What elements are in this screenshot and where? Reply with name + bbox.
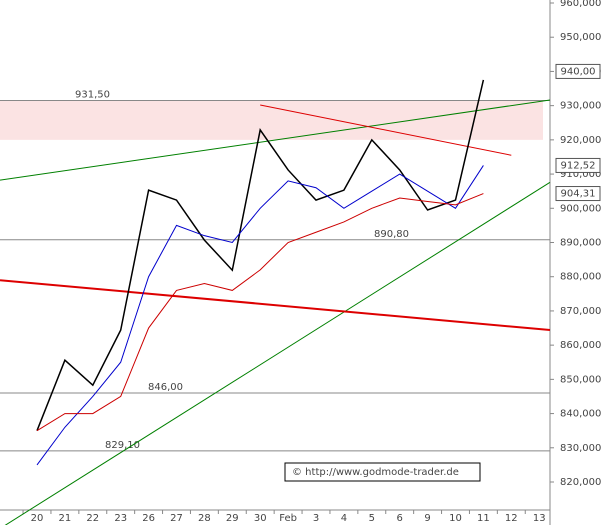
level-label: 890,80: [374, 229, 409, 240]
x-tick-label: 21: [59, 513, 72, 524]
x-tick-label: 20: [31, 513, 44, 524]
x-tick-label: 13: [533, 513, 546, 524]
y-tick-label: 880,000: [560, 272, 601, 283]
price-tag: [555, 63, 601, 79]
x-tick-label: 11: [477, 513, 490, 524]
x-tick-label: 26: [142, 513, 155, 524]
y-tick-label: 860,000: [560, 340, 601, 351]
price-tag-label: 912,52: [561, 160, 596, 171]
trendline: [0, 99, 551, 181]
x-tick-label: 4: [341, 513, 347, 524]
price-tag-label: 940,00: [561, 66, 596, 77]
x-tick-label: 3: [313, 513, 319, 524]
credit-box: [284, 462, 481, 482]
y-tick-label: 900,000: [560, 203, 601, 214]
y-tick-label: 830,000: [560, 443, 601, 454]
trendline: [0, 279, 551, 332]
x-tick-label: 28: [198, 513, 211, 524]
x-tick-label: 22: [86, 513, 99, 524]
x-tick-label: 10: [449, 513, 462, 524]
level-label: 931,50: [75, 90, 110, 101]
x-tick-label: 30: [254, 513, 267, 524]
trendline: [4, 181, 551, 525]
series-line: [36, 193, 484, 432]
y-tick-label: 820,000: [560, 477, 601, 488]
y-tick-label: 850,000: [560, 374, 601, 385]
x-tick-label: 6: [397, 513, 403, 524]
x-tick-label: 27: [170, 513, 183, 524]
x-tick-label: Feb: [279, 513, 297, 524]
y-tick-label: 890,000: [560, 238, 601, 249]
x-tick-label: 5: [369, 513, 375, 524]
price-tag: [555, 157, 601, 173]
x-tick-label: 12: [505, 513, 518, 524]
y-tick-label: 840,000: [560, 409, 601, 420]
y-tick-label: 930,000: [560, 101, 601, 112]
x-tick-label: 9: [424, 513, 430, 524]
x-tick-label: 23: [114, 513, 127, 524]
level-label: 829,10: [105, 440, 140, 451]
credit: © http://www.godmode-trader.de: [292, 467, 459, 478]
y-tick-label: 920,000: [560, 135, 601, 146]
y-tick-label: 910,000: [560, 169, 601, 180]
resistance-zone: [0, 100, 543, 140]
series-line: [36, 165, 484, 466]
x-tick-label: 29: [226, 513, 239, 524]
y-tick-label: 950,000: [560, 32, 601, 43]
y-tick-label: 870,000: [560, 306, 601, 317]
trendline: [260, 104, 512, 156]
series-line: [36, 79, 485, 431]
level-label: 846,00: [148, 382, 183, 393]
y-tick-label: 960,000: [560, 0, 601, 9]
price-tag: [555, 186, 601, 202]
price-tag-label: 904,31: [561, 189, 596, 200]
